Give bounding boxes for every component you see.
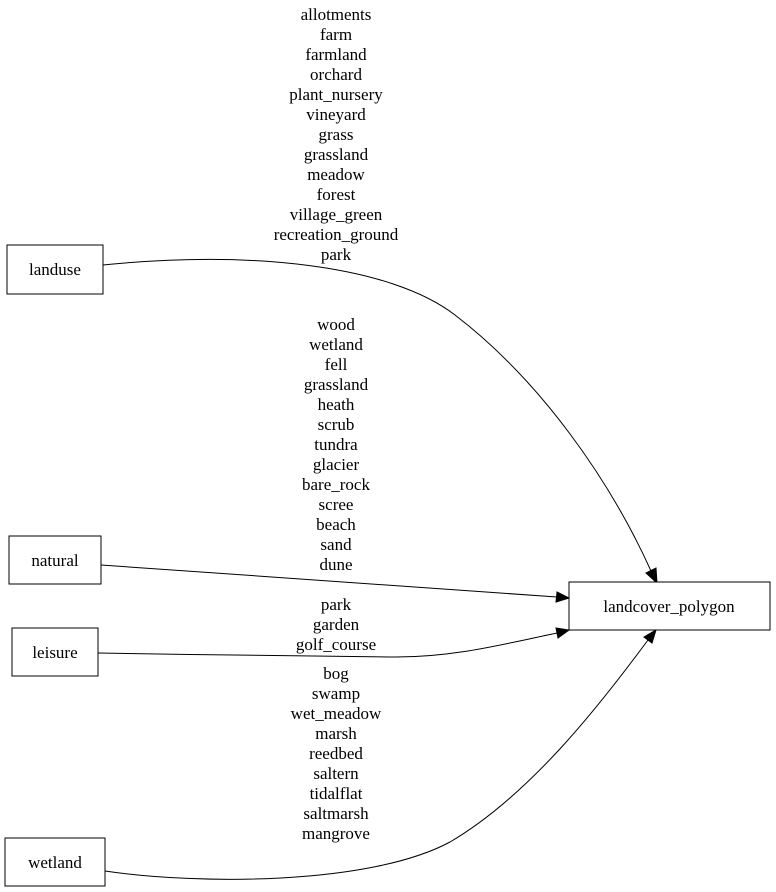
edge-label-line: saltmarsh bbox=[303, 804, 369, 823]
edge-label-line: swamp bbox=[312, 684, 360, 703]
edge-label-line: recreation_ground bbox=[274, 225, 399, 244]
arrowhead-icon bbox=[555, 591, 571, 603]
edge-label-line: village_green bbox=[290, 205, 383, 224]
edge-line bbox=[97, 632, 558, 658]
edge-label-line: marsh bbox=[315, 724, 357, 743]
edge-label-line: sand bbox=[320, 535, 352, 554]
arrowhead-icon bbox=[645, 567, 658, 585]
edge-label-line: bog bbox=[323, 664, 349, 683]
edge-label: bog swamp wet_meadow marsh reedbed saltern tid… bbox=[291, 664, 382, 843]
arrowhead-icon bbox=[643, 628, 657, 644]
edge-label-line: wet_meadow bbox=[291, 704, 382, 723]
edge-line bbox=[104, 639, 649, 880]
edge-label-line: scree bbox=[319, 495, 354, 514]
edge-label-line: tidalflat bbox=[310, 784, 363, 803]
edge-label-line: garden bbox=[313, 615, 360, 634]
edge-label-line: saltern bbox=[313, 764, 359, 783]
edge-label-line: park bbox=[321, 245, 352, 264]
edge-label-line: fell bbox=[325, 355, 348, 374]
edge-label-line: vineyard bbox=[306, 105, 366, 124]
edge-label-line: orchard bbox=[310, 65, 362, 84]
node-wetland: wetland bbox=[4, 837, 106, 887]
edge-leisure: park garden golf_course bbox=[97, 595, 571, 658]
edge-label-line: meadow bbox=[307, 165, 365, 184]
edge-label-line: bare_rock bbox=[302, 475, 370, 494]
node-label: landcover_polygon bbox=[603, 597, 735, 616]
edge-label-line: reedbed bbox=[309, 744, 363, 763]
edge-label-line: dune bbox=[319, 555, 352, 574]
node-label: natural bbox=[31, 551, 78, 570]
edge-label-line: allotments bbox=[301, 5, 372, 24]
edge-line bbox=[100, 564, 558, 598]
edge-label: wood wetland fell grassland heath scrub tundra… bbox=[302, 315, 370, 574]
edge-label-line: grass bbox=[319, 125, 354, 144]
edge-label-line: glacier bbox=[313, 455, 360, 474]
node-landcover-polygon: landcover_polygon bbox=[568, 581, 771, 631]
edge-label-line: grassland bbox=[304, 145, 369, 164]
edge-label-line: forest bbox=[317, 185, 356, 204]
edge-landuse: allotments farm farmland orchard plant_nurse… bbox=[102, 5, 658, 585]
edge-wetland: bog swamp wet_meadow marsh reedbed saltern tid… bbox=[104, 628, 657, 880]
arrowhead-icon bbox=[555, 627, 571, 639]
edge-label-line: beach bbox=[316, 515, 356, 534]
edge-natural: wood wetland fell grassland heath scrub tundra… bbox=[100, 315, 571, 603]
edge-label-line: wetland bbox=[309, 335, 363, 354]
edge-label: park garden golf_course bbox=[296, 595, 376, 654]
edge-label-line: plant_nursery bbox=[289, 85, 383, 104]
edge-label-line: farmland bbox=[305, 45, 367, 64]
edge-label-line: park bbox=[321, 595, 352, 614]
edge-label-line: golf_course bbox=[296, 635, 376, 654]
node-label: landuse bbox=[29, 260, 81, 279]
edge-label: allotments farm farmland orchard plant_nurse… bbox=[274, 5, 399, 264]
edge-label-line: farm bbox=[320, 25, 352, 44]
edge-label-line: tundra bbox=[314, 435, 358, 454]
edge-label-line: scrub bbox=[318, 415, 355, 434]
node-label: leisure bbox=[32, 643, 77, 662]
edge-label-line: mangrove bbox=[302, 824, 370, 843]
node-natural: natural bbox=[8, 535, 102, 585]
edge-label-line: grassland bbox=[304, 375, 369, 394]
edge-line bbox=[102, 258, 652, 572]
edge-label-line: wood bbox=[317, 315, 355, 334]
node-leisure: leisure bbox=[11, 627, 99, 677]
node-landuse: landuse bbox=[6, 244, 104, 295]
edge-label-line: heath bbox=[318, 395, 355, 414]
node-label: wetland bbox=[28, 853, 82, 872]
